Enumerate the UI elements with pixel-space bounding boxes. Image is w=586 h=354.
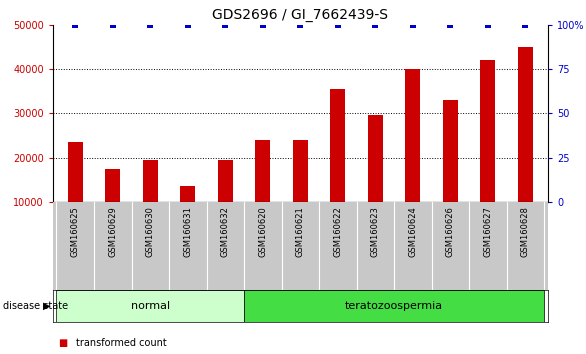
Text: teratozoospermia: teratozoospermia (345, 301, 443, 311)
Text: GSM160629: GSM160629 (108, 206, 117, 257)
Bar (293, 140, 308, 202)
Text: GSM160622: GSM160622 (333, 206, 342, 257)
Text: GSM160624: GSM160624 (408, 206, 417, 257)
Point (220, 22, 230, 28)
Bar (481, 60, 495, 202)
Text: GSM160621: GSM160621 (296, 206, 305, 257)
Text: GSM160625: GSM160625 (71, 206, 80, 257)
Bar (443, 100, 458, 202)
Point (70, 22, 80, 28)
Point (483, 22, 493, 28)
Point (446, 22, 455, 28)
Text: GSM160627: GSM160627 (483, 206, 492, 257)
Bar (406, 69, 420, 202)
Text: GSM160630: GSM160630 (146, 206, 155, 257)
Point (408, 22, 418, 28)
Point (521, 22, 530, 28)
Text: transformed count: transformed count (76, 338, 167, 348)
Bar (180, 186, 195, 202)
Point (371, 22, 380, 28)
Text: ▶: ▶ (43, 301, 50, 311)
Text: ■: ■ (59, 338, 68, 348)
Bar (143, 160, 158, 202)
Point (183, 22, 192, 28)
Text: GSM160623: GSM160623 (371, 206, 380, 257)
Text: GSM160628: GSM160628 (521, 206, 530, 257)
Bar (105, 169, 120, 202)
Text: disease state: disease state (3, 301, 68, 311)
Bar (368, 115, 383, 202)
Bar (68, 142, 83, 202)
Title: GDS2696 / GI_7662439-S: GDS2696 / GI_7662439-S (212, 8, 389, 22)
Point (296, 22, 305, 28)
Point (333, 22, 343, 28)
Point (145, 22, 155, 28)
Bar (255, 140, 270, 202)
Text: GSM160626: GSM160626 (446, 206, 455, 257)
Text: GSM160632: GSM160632 (221, 206, 230, 257)
Bar (218, 160, 233, 202)
Text: GSM160631: GSM160631 (183, 206, 192, 257)
Bar (331, 89, 345, 202)
Point (108, 22, 117, 28)
Text: normal: normal (131, 301, 170, 311)
Bar (244, 290, 544, 322)
Text: GSM160620: GSM160620 (258, 206, 267, 257)
Point (258, 22, 267, 28)
Bar (518, 47, 533, 202)
Bar (56, 290, 244, 322)
